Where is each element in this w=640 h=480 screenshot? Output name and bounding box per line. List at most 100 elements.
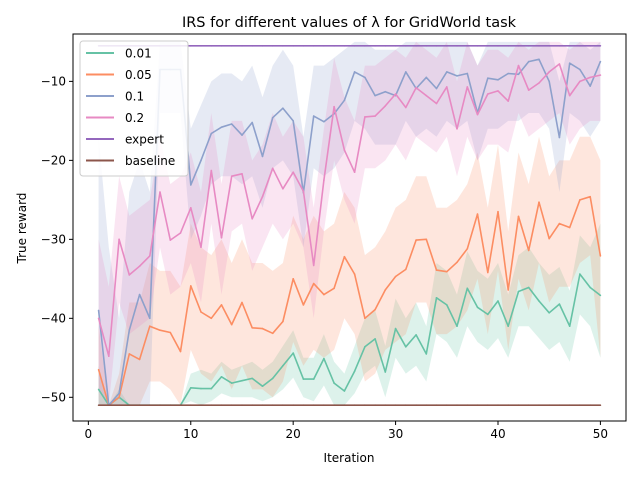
series-expert-point [292, 45, 295, 47]
legend-item-0-05: 0.05 [86, 68, 152, 82]
series-0-2-point [190, 207, 192, 209]
series-0-1-point [190, 184, 192, 186]
series-expert-point [384, 45, 387, 47]
series-0-01-point [312, 378, 315, 380]
series-expert-point [425, 45, 428, 47]
series-0-2-point [343, 149, 346, 151]
series-0-05-point [200, 311, 202, 313]
series-0-2-point [568, 94, 571, 97]
series-0-1-point [425, 76, 428, 79]
series-expert-point [343, 45, 346, 47]
series-0-1-point [118, 392, 120, 395]
series-0-1-point [210, 132, 213, 135]
series-expert-point [302, 45, 305, 47]
series-baseline-point [312, 404, 315, 407]
series-0-1-point [292, 120, 295, 122]
series-0-01-point [446, 304, 448, 306]
legend-item-expert: expert [86, 133, 164, 147]
series-0-2-point [527, 89, 530, 91]
series-0-1-point [405, 71, 407, 73]
series-0-1-point [558, 136, 561, 139]
series-expert-point [261, 45, 264, 47]
series-0-01-point [384, 371, 387, 373]
series-baseline-point [230, 404, 233, 407]
series-0-05-point [425, 238, 428, 241]
series-baseline-point [323, 404, 325, 407]
series-baseline-point [476, 404, 479, 407]
series-0-2-point [558, 63, 561, 65]
series-0-1-point [507, 72, 510, 75]
series-0-1-point [128, 329, 131, 332]
series-0-2-point [446, 86, 448, 88]
y-tick-label: −10 [41, 74, 66, 88]
y-tick-label: −50 [41, 390, 66, 404]
series-0-05-point [497, 210, 499, 213]
series-0-01-point [538, 300, 540, 302]
series-0-2-point [599, 74, 602, 76]
series-0-01-point [507, 325, 510, 328]
legend-item-0-1: 0.1 [86, 90, 144, 104]
legend-item-0-05-label: 0.05 [125, 68, 152, 82]
legend: 0.01 0.05 0.1 0.2 expert baseline [79, 40, 189, 177]
series-0-2-point [230, 175, 233, 177]
series-0-2-point [97, 317, 100, 320]
series-0-01-point [210, 387, 213, 390]
series-baseline-point [507, 404, 510, 407]
series-expert-point [568, 45, 571, 47]
series-expert-point [558, 45, 561, 47]
legend-item-0-2: 0.2 [86, 111, 144, 125]
series-0-05-point [159, 329, 161, 332]
series-baseline-point [394, 404, 397, 407]
series-0-2-point [210, 169, 213, 172]
series-0-2-point [466, 86, 469, 88]
series-0-01-point [579, 273, 581, 275]
series-expert-point [548, 45, 550, 47]
series-baseline-point [548, 404, 550, 407]
series-0-2-band [98, 41, 601, 406]
series-baseline-point [261, 404, 264, 407]
series-expert-point [497, 45, 499, 47]
series-0-2 [97, 63, 602, 358]
series-0-05-point [128, 353, 131, 355]
series-0-1-point [568, 62, 571, 64]
series-0-01-point [476, 306, 479, 309]
series-0-05-point [118, 396, 120, 399]
series-baseline-point [159, 404, 161, 407]
confidence-bands [98, 41, 601, 406]
series-0-2-point [394, 93, 397, 95]
series-0-01-point [302, 378, 305, 380]
series-0-01-band [98, 223, 601, 406]
series-0-01-point [456, 325, 458, 328]
series-0-1-point [271, 116, 274, 119]
series-baseline-point [487, 404, 489, 407]
series-baseline-point [405, 404, 407, 407]
series-0-1-point [149, 317, 151, 320]
legend-item-0-01-label: 0.01 [125, 47, 152, 61]
series-0-05-point [446, 270, 448, 273]
x-tick-label: 0 [85, 427, 93, 441]
series-0-1-point [487, 77, 489, 79]
series-0-05-point [210, 317, 213, 320]
series-expert-point [456, 45, 458, 47]
series-0-2-point [302, 190, 305, 192]
series-0-2-point [108, 355, 110, 358]
series-baseline-point [128, 404, 131, 407]
series-0-1-point [435, 87, 438, 90]
series-0-2-point [220, 237, 223, 239]
series-0-1-point [599, 60, 602, 63]
x-tick-label: 30 [388, 427, 403, 441]
series-0-1-band [98, 41, 601, 406]
series-0-01-point [558, 303, 561, 305]
series-baseline-point [169, 404, 172, 407]
series-0-05-point [271, 332, 274, 335]
series-baseline-point [538, 404, 540, 407]
series-0-1-point [548, 80, 550, 83]
series-expert-point [599, 45, 602, 47]
y-axis-label: True reward [15, 193, 29, 265]
series-0-01-point [527, 286, 530, 289]
series-0-2-point [589, 76, 591, 79]
series-expert-point [230, 45, 233, 47]
series-expert-point [323, 45, 325, 47]
series-0-2-point [374, 115, 376, 117]
series-baseline-point [415, 404, 417, 407]
